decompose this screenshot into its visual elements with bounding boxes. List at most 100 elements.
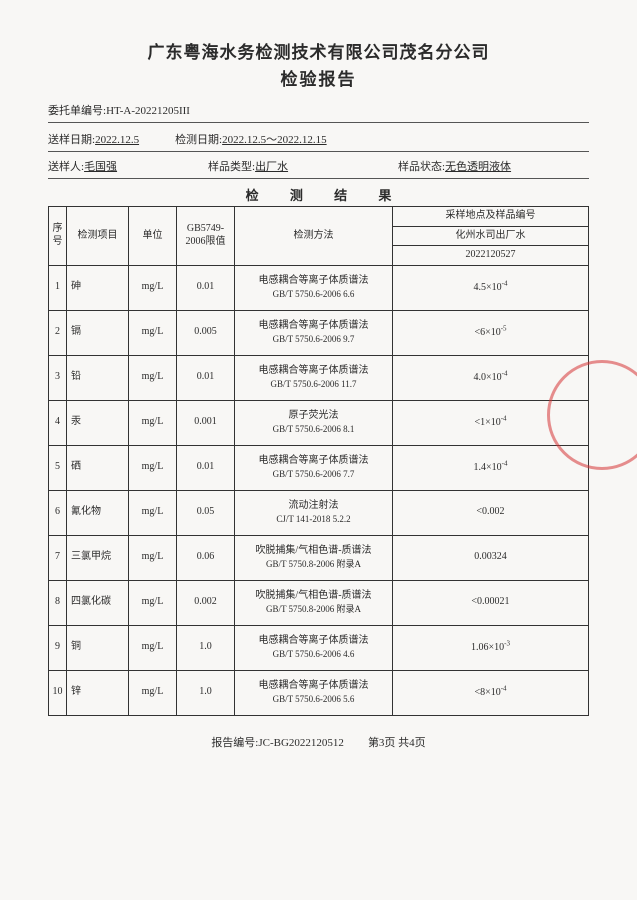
cell-method: 电感耦合等离子体质谱法GB/T 5750.6-2006 5.6 [235, 670, 393, 715]
cell-limit: 0.01 [177, 265, 235, 310]
cell-limit: 1.0 [177, 625, 235, 670]
cell-result: <0.00021 [393, 580, 589, 625]
sample-state-label: 样品状态: [398, 161, 445, 173]
cell-unit: mg/L [129, 580, 177, 625]
commission-line: 委托单编号:HT-A-20221205III [48, 102, 589, 118]
cell-method: 吹脱捕集/气相色谱-质谱法GB/T 5750.8-2006 附录A [235, 535, 393, 580]
cell-idx: 2 [49, 310, 67, 355]
test-date: 2022.12.5～2022.12.15 [222, 134, 327, 146]
table-row: 3铅mg/L0.01电感耦合等离子体质谱法GB/T 5750.6-2006 11… [49, 355, 589, 400]
table-row: 5硒mg/L0.01电感耦合等离子体质谱法GB/T 5750.6-2006 7.… [49, 445, 589, 490]
cell-result: 1.06×10-3 [393, 625, 589, 670]
cell-result: 0.00324 [393, 535, 589, 580]
cell-item: 铜 [67, 625, 129, 670]
sender: 毛国强 [84, 161, 117, 173]
col-item: 检测项目 [67, 207, 129, 266]
col-sample-no: 2022120527 [393, 246, 589, 266]
cell-idx: 3 [49, 355, 67, 400]
meta-row-sample: 送样人:毛国强 样品类型:出厂水 样品状态:无色透明液体 [48, 158, 589, 174]
cell-method: 电感耦合等离子体质谱法GB/T 5750.6-2006 11.7 [235, 355, 393, 400]
divider [48, 151, 589, 152]
cell-idx: 6 [49, 490, 67, 535]
results-table: 序号 检测项目 单位 GB5749-2006限值 检测方法 采样地点及样品编号 … [48, 206, 589, 716]
cell-method: 吹脱捕集/气相色谱-质谱法GB/T 5750.8-2006 附录A [235, 580, 393, 625]
send-date-label: 送样日期: [48, 134, 95, 146]
cell-result: 4.0×10-4 [393, 355, 589, 400]
col-unit: 单位 [129, 207, 177, 266]
cell-method: 流动注射法CJ/T 141-2018 5.2.2 [235, 490, 393, 535]
cell-item: 三氯甲烷 [67, 535, 129, 580]
report-title: 检验报告 [48, 65, 589, 90]
table-row: 10锌mg/L1.0电感耦合等离子体质谱法GB/T 5750.6-2006 5.… [49, 670, 589, 715]
cell-method: 电感耦合等离子体质谱法GB/T 5750.6-2006 9.7 [235, 310, 393, 355]
col-location-group: 采样地点及样品编号 [393, 207, 589, 227]
table-row: 8四氯化碳mg/L0.002吹脱捕集/气相色谱-质谱法GB/T 5750.8-2… [49, 580, 589, 625]
cell-unit: mg/L [129, 265, 177, 310]
page-info: 第3页 共4页 [368, 737, 426, 749]
commission-label: 委托单编号: [48, 105, 106, 117]
cell-idx: 10 [49, 670, 67, 715]
sample-type: 出厂水 [255, 161, 288, 173]
cell-limit: 0.001 [177, 400, 235, 445]
cell-idx: 4 [49, 400, 67, 445]
cell-limit: 0.005 [177, 310, 235, 355]
divider [48, 122, 589, 123]
cell-result: <6×10-5 [393, 310, 589, 355]
cell-result: <1×10-4 [393, 400, 589, 445]
cell-method: 电感耦合等离子体质谱法GB/T 5750.6-2006 6.6 [235, 265, 393, 310]
sample-type-label: 样品类型: [208, 161, 255, 173]
cell-idx: 8 [49, 580, 67, 625]
table-row: 6氰化物mg/L0.05流动注射法CJ/T 141-2018 5.2.2<0.0… [49, 490, 589, 535]
col-idx: 序号 [49, 207, 67, 266]
cell-item: 锌 [67, 670, 129, 715]
cell-item: 硒 [67, 445, 129, 490]
cell-idx: 5 [49, 445, 67, 490]
cell-unit: mg/L [129, 445, 177, 490]
cell-unit: mg/L [129, 535, 177, 580]
cell-unit: mg/L [129, 355, 177, 400]
test-date-label: 检测日期: [175, 134, 222, 146]
report-no: JC-BG2022120512 [258, 737, 344, 749]
col-method: 检测方法 [235, 207, 393, 266]
cell-unit: mg/L [129, 400, 177, 445]
table-row: 1砷mg/L0.01电感耦合等离子体质谱法GB/T 5750.6-2006 6.… [49, 265, 589, 310]
cell-method: 原子荧光法GB/T 5750.6-2006 8.1 [235, 400, 393, 445]
divider [48, 178, 589, 179]
table-row: 7三氯甲烷mg/L0.06吹脱捕集/气相色谱-质谱法GB/T 5750.8-20… [49, 535, 589, 580]
cell-result: 1.4×10-4 [393, 445, 589, 490]
cell-limit: 0.06 [177, 535, 235, 580]
company-title: 广东粤海水务检测技术有限公司茂名分公司 [48, 38, 589, 63]
meta-row-dates: 送样日期:2022.12.5 检测日期:2022.12.5～2022.12.15 [48, 131, 589, 147]
results-heading: 检 测 结 果 [62, 185, 589, 204]
cell-result: <8×10-4 [393, 670, 589, 715]
cell-idx: 1 [49, 265, 67, 310]
table-row: 2镉mg/L0.005电感耦合等离子体质谱法GB/T 5750.6-2006 9… [49, 310, 589, 355]
cell-limit: 0.05 [177, 490, 235, 535]
cell-method: 电感耦合等离子体质谱法GB/T 5750.6-2006 7.7 [235, 445, 393, 490]
sample-state: 无色透明液体 [445, 161, 511, 173]
cell-item: 氰化物 [67, 490, 129, 535]
cell-unit: mg/L [129, 625, 177, 670]
cell-item: 镉 [67, 310, 129, 355]
cell-item: 砷 [67, 265, 129, 310]
col-limit: GB5749-2006限值 [177, 207, 235, 266]
cell-method: 电感耦合等离子体质谱法GB/T 5750.6-2006 4.6 [235, 625, 393, 670]
send-date: 2022.12.5 [95, 134, 139, 146]
col-location: 化州水司出厂水 [393, 226, 589, 246]
sender-label: 送样人: [48, 161, 84, 173]
report-no-label: 报告编号: [211, 737, 258, 749]
cell-result: 4.5×10-4 [393, 265, 589, 310]
cell-limit: 0.002 [177, 580, 235, 625]
cell-unit: mg/L [129, 670, 177, 715]
table-row: 9铜mg/L1.0电感耦合等离子体质谱法GB/T 5750.6-2006 4.6… [49, 625, 589, 670]
cell-limit: 0.01 [177, 445, 235, 490]
cell-limit: 1.0 [177, 670, 235, 715]
table-row: 4汞mg/L0.001原子荧光法GB/T 5750.6-2006 8.1<1×1… [49, 400, 589, 445]
commission-no: HT-A-20221205III [106, 105, 190, 117]
cell-limit: 0.01 [177, 355, 235, 400]
cell-unit: mg/L [129, 490, 177, 535]
cell-item: 汞 [67, 400, 129, 445]
cell-idx: 7 [49, 535, 67, 580]
footer: 报告编号:JC-BG2022120512 第3页 共4页 [48, 734, 589, 750]
cell-item: 四氯化碳 [67, 580, 129, 625]
